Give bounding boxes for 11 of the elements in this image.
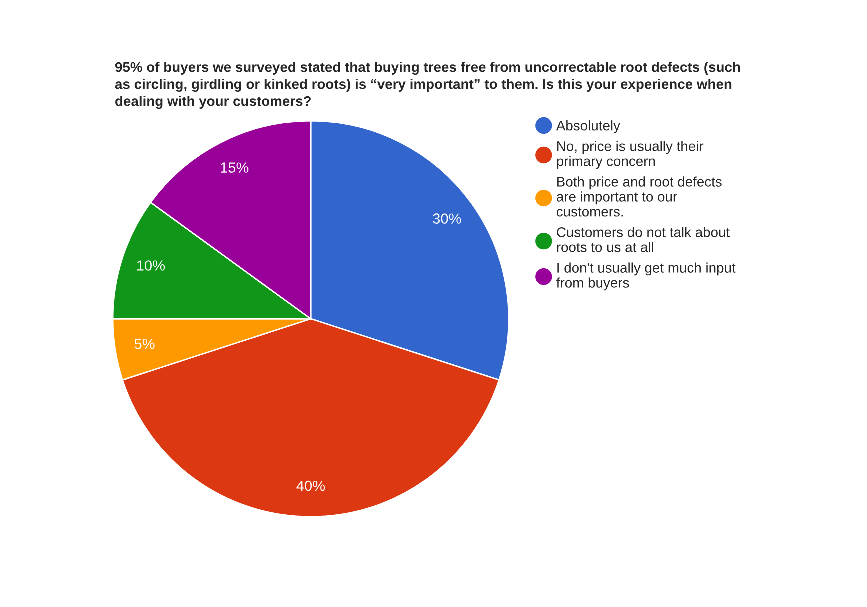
chart-title: 95% of buyers we surveyed stated that buying trees free from uncorrectable root defects (such as circling, girdling or kinked roots) is “very important” to them. Is this your experience when dealing with your customers?	[115, 62, 740, 110]
legend-label: Both price and root defects are important to our customers.	[556, 176, 722, 217]
legend-label: Absolutely	[556, 120, 620, 134]
data-label: 40%	[296, 480, 326, 492]
legend-label: I don't usually get much input from buyers	[556, 262, 736, 291]
data-label: 10%	[137, 260, 166, 271]
legend-label: Customers do not talk about roots to us at all	[557, 227, 730, 252]
data-label: 15%	[221, 162, 249, 173]
data-label: 30%	[433, 214, 462, 224]
data-label: 5%	[134, 338, 155, 350]
legend-label: No, price is usually their primary concern	[557, 141, 704, 170]
